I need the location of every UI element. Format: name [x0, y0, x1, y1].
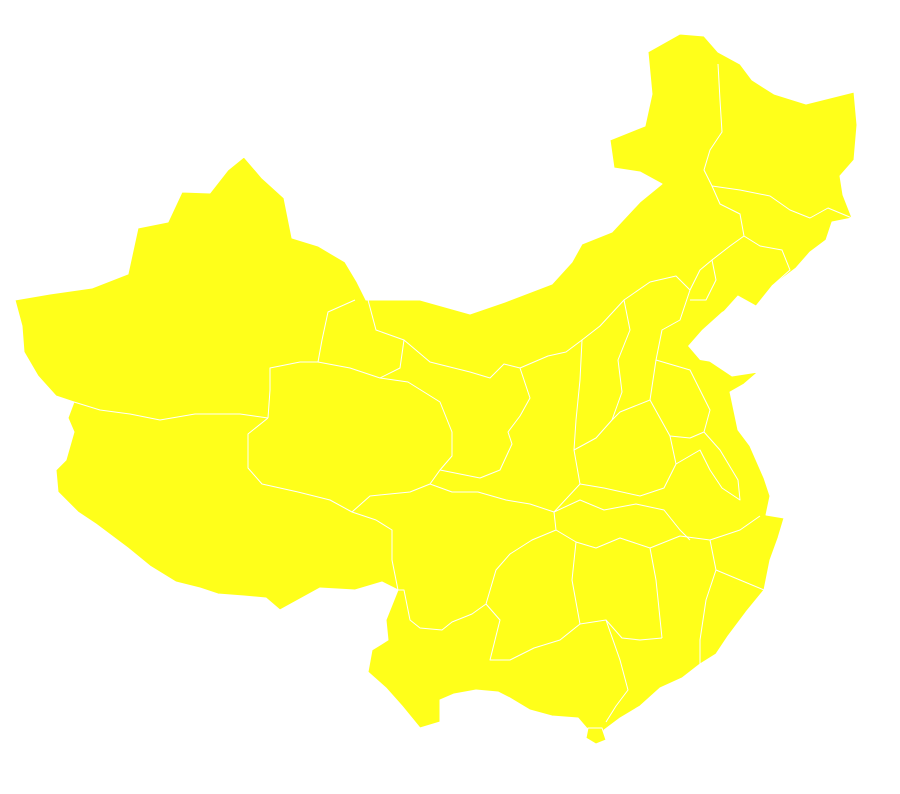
province-boundaries: [73, 63, 853, 723]
boundary-shandong: [655, 359, 711, 439]
boundary-hubei: [553, 499, 691, 541]
boundary-liaoning-hebei: [690, 259, 717, 301]
boundary-xinjiang-tibet: [73, 401, 269, 421]
boundary-shanxi: [573, 299, 631, 451]
boundary-gansu: [367, 299, 531, 479]
boundary-xinjiang-east: [267, 299, 356, 419]
boundary-tibet-sichuan: [351, 511, 399, 591]
boundary-guizhou-guangxi: [485, 603, 663, 661]
china-mainland-region: [14, 33, 858, 743]
hainan-island-region: [585, 727, 607, 745]
map-fill-group: [14, 33, 858, 745]
boundary-hebei: [611, 275, 691, 421]
boundary-heilongjiang-jilin: [711, 185, 853, 219]
boundary-anhui-jiangsu: [675, 431, 741, 501]
bohai-sea: [688, 304, 744, 362]
boundary-jilin-liaoning: [743, 235, 791, 287]
boundary-guangxi-guangdong: [605, 619, 629, 723]
boundary-southwest: [398, 483, 557, 631]
boundary-qinghai: [247, 361, 453, 513]
boundary-zhejiang-fujian: [709, 515, 765, 591]
boundary-shaanxi: [519, 339, 583, 513]
boundary-hunan-guizhou: [571, 541, 581, 625]
